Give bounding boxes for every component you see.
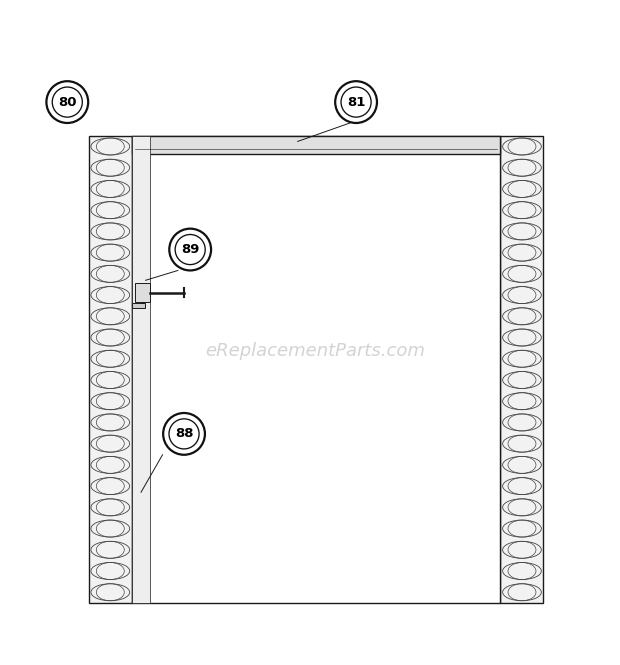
Bar: [132, 136, 500, 154]
Bar: [132, 136, 500, 603]
Bar: [135, 283, 150, 302]
Circle shape: [341, 87, 371, 117]
Circle shape: [169, 419, 199, 449]
Circle shape: [163, 413, 205, 455]
Text: 80: 80: [58, 96, 76, 108]
Bar: [132, 136, 150, 603]
Text: 88: 88: [175, 428, 193, 440]
Bar: [89, 136, 132, 603]
Text: 89: 89: [181, 243, 200, 256]
Circle shape: [175, 235, 205, 265]
Circle shape: [46, 81, 88, 123]
Text: 81: 81: [347, 96, 365, 108]
Circle shape: [52, 87, 82, 117]
Circle shape: [335, 81, 377, 123]
Bar: [132, 303, 145, 308]
Text: eReplacementParts.com: eReplacementParts.com: [205, 342, 425, 360]
Bar: [500, 136, 544, 603]
Circle shape: [169, 229, 211, 271]
